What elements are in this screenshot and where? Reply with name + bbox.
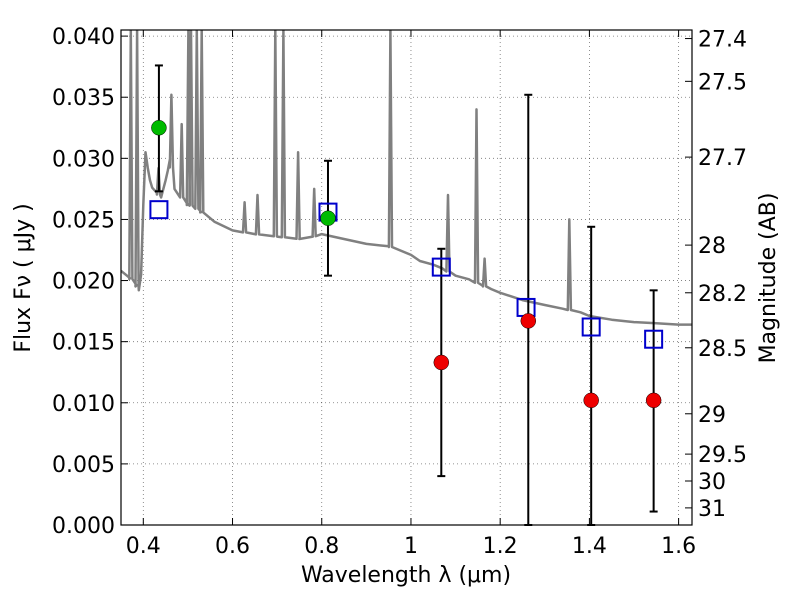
y-tick-label: 0.000 — [52, 514, 115, 539]
upper-limit-point — [520, 313, 537, 329]
y-axis-label: Flux Fν ( μJy ) — [11, 203, 36, 352]
right-tick-label: 28 — [698, 234, 726, 259]
model-photometry-square — [644, 329, 664, 349]
upper-limit-point — [433, 354, 450, 371]
grid-lines — [121, 30, 692, 526]
model-photometry-square — [149, 200, 169, 220]
y-tick-label: 0.020 — [52, 270, 115, 295]
x-axis-label: Wavelength λ (μm) — [301, 563, 511, 588]
right-tick-label: 29.5 — [698, 443, 747, 468]
right-tick-label: 28.5 — [698, 337, 747, 362]
plot-frame — [120, 29, 693, 526]
model-photometry-square — [431, 257, 451, 277]
model-photometry-square — [581, 317, 601, 337]
right-axis-label: Magnitude (AB) — [756, 193, 781, 364]
model-spectrum — [121, 30, 692, 326]
x-tick-label: 1.2 — [483, 534, 518, 559]
upper-limit-point — [645, 392, 662, 409]
detection-point — [320, 210, 336, 226]
x-tick-label: 0.6 — [215, 534, 250, 559]
observed-photometry-points — [151, 120, 662, 409]
right-tick-label: 31 — [698, 497, 726, 522]
x-tick-label: 1.6 — [661, 534, 696, 559]
y-tick-label: 0.005 — [52, 453, 115, 478]
x-tick-label: 0.8 — [304, 534, 339, 559]
y-axis-ticks: 0.000 0.005 0.010 0.015 0.020 0.025 0.030 0.035… — [52, 25, 128, 539]
x-axis-ticks: 0.4 0.6 0.8 1 1.2 1.4 1.6 — [126, 30, 696, 559]
error-bars — [154, 64, 658, 526]
x-tick-label: 0.4 — [126, 534, 161, 559]
y-tick-label: 0.025 — [52, 208, 115, 233]
right-tick-label: 28.2 — [698, 282, 747, 307]
right-tick-label: 27.4 — [698, 28, 747, 53]
y-tick-label: 0.015 — [52, 331, 115, 356]
right-tick-label: 27.5 — [698, 70, 747, 95]
y-tick-label: 0.030 — [52, 147, 115, 172]
y-tick-label: 0.010 — [52, 392, 115, 417]
y-tick-label: 0.035 — [52, 86, 115, 111]
right-tick-label: 29 — [698, 403, 726, 428]
right-tick-label: 27.7 — [698, 146, 747, 171]
y-tick-label: 0.040 — [52, 25, 115, 50]
x-tick-label: 1 — [404, 534, 418, 559]
model-photometry-squares — [149, 200, 664, 349]
upper-limit-point — [583, 392, 599, 409]
detection-point — [151, 120, 167, 136]
model-spectrum-line — [121, 30, 692, 326]
x-tick-label: 1.4 — [572, 534, 607, 559]
right-tick-label: 30 — [698, 470, 726, 495]
